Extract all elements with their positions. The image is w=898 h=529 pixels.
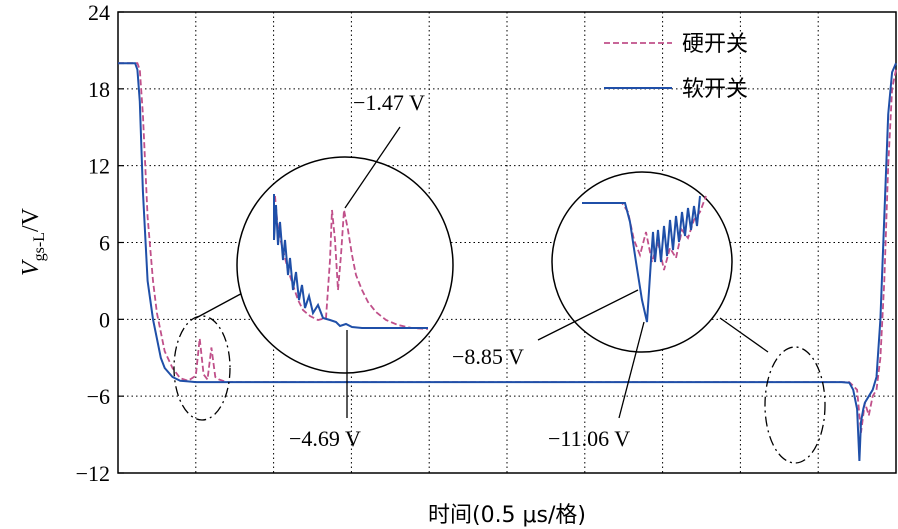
zoom-connector-left (195, 289, 249, 319)
y-tick-label: 24 (88, 0, 110, 25)
y-tick-label: 18 (88, 77, 110, 102)
annot-leader-1 (344, 126, 401, 209)
y-tick-label: 6 (99, 231, 110, 256)
zoom-right-content (582, 195, 707, 323)
annot-leader-3 (537, 289, 639, 341)
zoom-connector-right (719, 317, 769, 353)
legend: 硬开关 软开关 (604, 32, 748, 102)
y-axis-unit: /V (18, 207, 44, 232)
y-tick-label: 0 (99, 307, 110, 332)
zoom-circle-left (236, 156, 454, 374)
legend-label-soft: 软开关 (682, 77, 748, 102)
annotation-4: −11.06 V (548, 426, 630, 451)
y-tick-label: −6 (87, 384, 110, 409)
y-tick-label: 12 (88, 154, 110, 179)
zoom-region-left (173, 315, 231, 421)
zoom-region-right (764, 346, 826, 464)
y-axis-var: V (18, 259, 44, 276)
y-axis-title: Vgs-L/V (18, 207, 48, 276)
zoom-right-soft-trace (582, 195, 701, 323)
annotation-2: −4.69 V (289, 426, 361, 451)
series-line-hard (118, 62, 897, 433)
y-ticks: 24 18 12 6 0 −6 −12 (76, 0, 124, 486)
y-axis-sub: gs-L (31, 232, 48, 261)
series-line-soft (118, 62, 897, 462)
zoom-left-content (273, 194, 429, 330)
x-axis-title: 时间(0.5 μs/格) (428, 503, 586, 528)
legend-label-hard: 硬开关 (682, 32, 748, 57)
annotation-1: −1.47 V (353, 90, 425, 115)
grid (118, 12, 896, 473)
annotation-3: −8.85 V (452, 344, 524, 369)
series-group (118, 62, 897, 462)
zoom-left-soft-trace (273, 194, 428, 329)
y-tick-label: −12 (76, 461, 110, 486)
annot-leader-4 (618, 321, 645, 419)
